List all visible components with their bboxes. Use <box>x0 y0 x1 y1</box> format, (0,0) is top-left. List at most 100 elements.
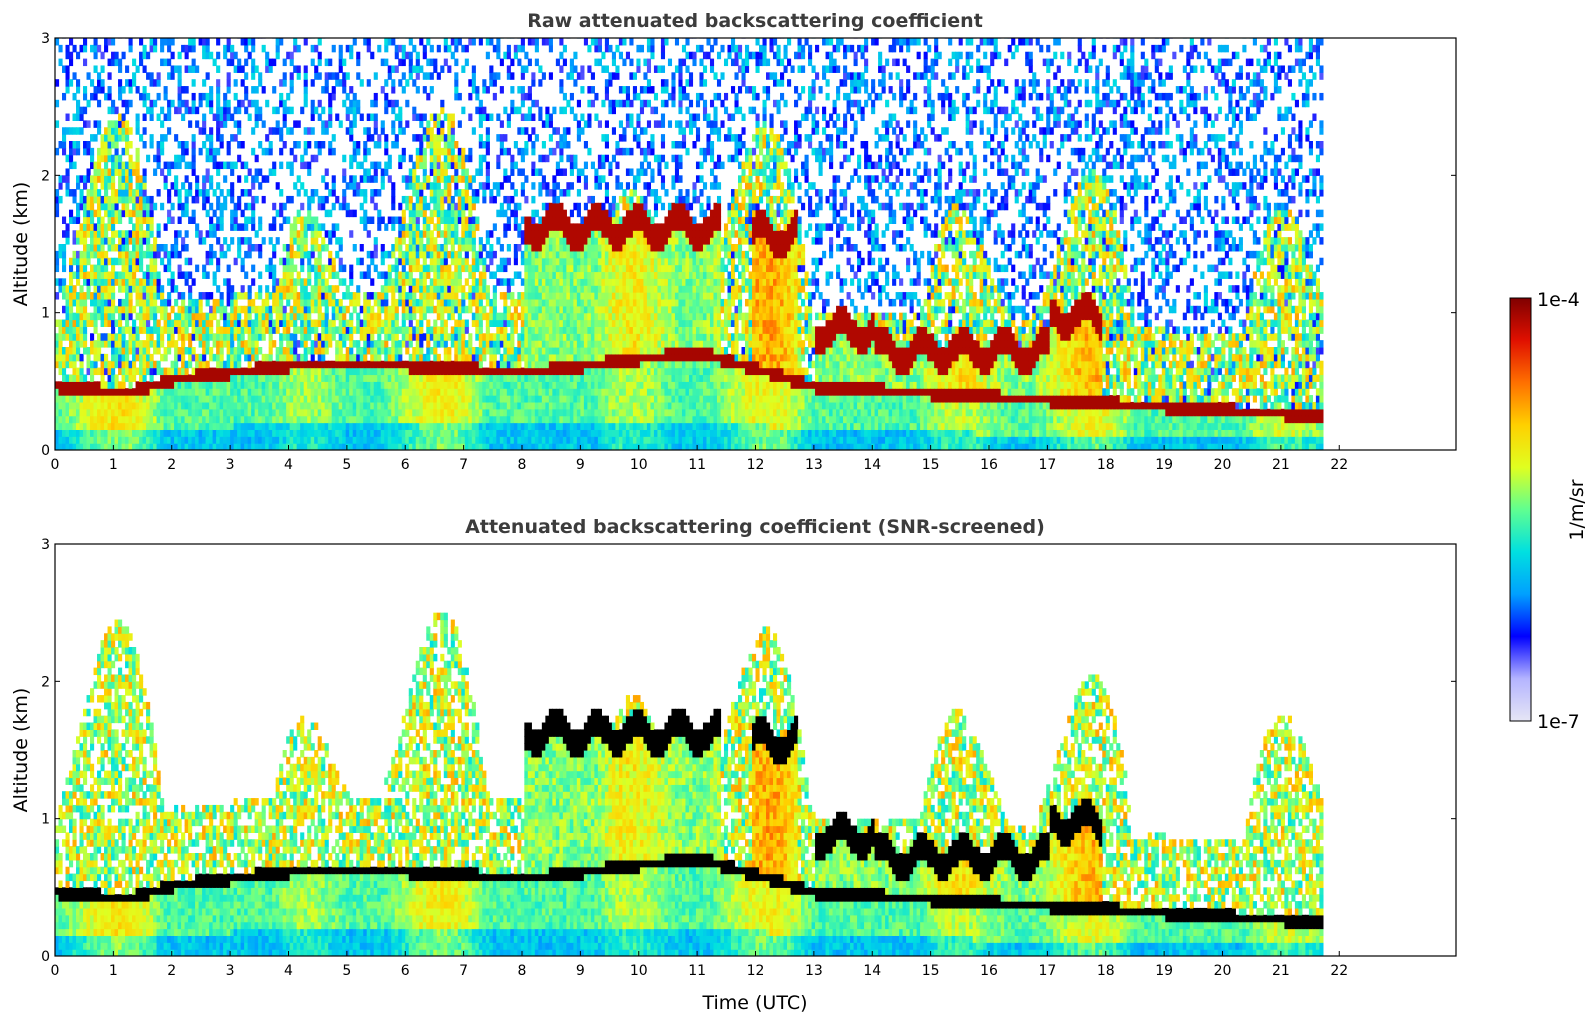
heatmap-cell <box>419 443 424 450</box>
heatmap-cell <box>433 257 438 266</box>
heatmap-cell <box>468 388 473 396</box>
heatmap-cell <box>251 65 256 73</box>
heatmap-cell <box>429 374 434 382</box>
heatmap-cell <box>314 285 319 293</box>
heatmap-cell <box>426 353 431 362</box>
heatmap-cell <box>83 209 88 218</box>
heatmap-cell <box>293 422 298 430</box>
heatmap-cell <box>293 38 298 46</box>
heatmap-cell <box>135 422 140 430</box>
heatmap-cell <box>97 250 102 259</box>
heatmap-cell <box>310 113 315 121</box>
heatmap-cell <box>244 72 249 80</box>
heatmap-cell <box>317 443 322 450</box>
heatmap-cell <box>279 374 284 382</box>
heatmap-cell <box>387 401 392 410</box>
heatmap-cell <box>436 161 441 170</box>
heatmap-cell <box>58 429 63 437</box>
heatmap-cell <box>121 189 126 197</box>
heatmap-cell <box>475 415 480 424</box>
heatmap-cell <box>90 230 95 238</box>
heatmap-cell <box>100 333 105 341</box>
heatmap-cell <box>69 353 74 362</box>
heatmap-cell <box>314 305 319 314</box>
heatmap-cell <box>128 312 133 321</box>
heatmap-cell <box>331 189 336 197</box>
heatmap-cell <box>394 264 399 273</box>
heatmap-cell <box>303 401 308 410</box>
heatmap-cell <box>412 237 417 245</box>
heatmap-cell <box>286 415 291 424</box>
heatmap-cell <box>184 161 189 170</box>
heatmap-cell <box>415 326 420 334</box>
heatmap-cell <box>443 401 448 410</box>
heatmap-cell <box>223 113 228 121</box>
heatmap-cell <box>170 285 175 293</box>
heatmap-cell <box>226 340 231 348</box>
heatmap-cell <box>135 175 140 183</box>
heatmap-cell <box>471 443 476 450</box>
heatmap-cell <box>100 79 105 87</box>
heatmap-cell <box>86 202 91 211</box>
heatmap-cell <box>412 388 417 396</box>
heatmap-cell <box>233 120 238 128</box>
heatmap-cell <box>394 429 399 437</box>
heatmap-cell <box>188 360 193 369</box>
heatmap-cell <box>426 395 431 403</box>
heatmap-cell <box>485 38 490 46</box>
heatmap-cell <box>226 72 231 80</box>
heatmap-cell <box>429 195 434 204</box>
heatmap-cell <box>83 415 88 424</box>
heatmap-cell <box>247 202 252 211</box>
heatmap-cell <box>471 360 476 369</box>
heatmap-cell <box>191 367 196 376</box>
heatmap-cell <box>156 223 161 231</box>
heatmap-cell <box>506 347 511 355</box>
heatmap-cell <box>296 292 301 300</box>
heatmap-cell <box>132 285 137 293</box>
heatmap-cell <box>338 305 343 314</box>
heatmap-cell <box>139 182 144 190</box>
heatmap-cell <box>408 401 413 410</box>
heatmap-cell <box>279 305 284 314</box>
heatmap-cell <box>258 271 263 279</box>
heatmap-cell <box>128 443 133 450</box>
heatmap-cell <box>366 230 371 238</box>
heatmap-cell <box>219 388 224 396</box>
heatmap-cell <box>485 340 490 348</box>
heatmap-cell <box>146 285 151 293</box>
heatmap-cell <box>314 415 319 424</box>
heatmap-cell <box>104 209 109 218</box>
heatmap-cell <box>160 134 165 142</box>
heatmap-cell <box>226 436 231 444</box>
heatmap-cell <box>331 230 336 238</box>
heatmap-cell <box>303 443 308 450</box>
heatmap-cell <box>380 347 385 355</box>
heatmap-cell <box>184 319 189 327</box>
heatmap-cell <box>419 333 424 341</box>
heatmap-cell <box>251 326 256 334</box>
heatmap-cell <box>55 38 60 46</box>
heatmap-cell <box>279 161 284 170</box>
heatmap-cell <box>380 182 385 190</box>
heatmap-cell <box>114 422 119 430</box>
heatmap-cell <box>93 415 98 424</box>
heatmap-cell <box>422 285 427 293</box>
heatmap-cell <box>489 271 494 279</box>
heatmap-cell <box>139 429 144 437</box>
heatmap-cell <box>471 395 476 403</box>
heatmap-cell <box>261 436 266 444</box>
heatmap-cell <box>268 237 273 245</box>
heatmap-cell <box>149 250 154 259</box>
heatmap-cell <box>468 92 473 101</box>
heatmap-cell <box>324 168 329 176</box>
heatmap-cell <box>422 195 427 204</box>
heatmap-cell <box>237 395 242 403</box>
heatmap-cell <box>132 244 137 252</box>
heatmap-cell <box>76 292 81 300</box>
heatmap-cell <box>387 408 392 417</box>
heatmap-cell <box>296 175 301 183</box>
heatmap-cell <box>237 422 242 430</box>
heatmap-cell <box>349 44 354 53</box>
heatmap-cell <box>237 415 242 424</box>
